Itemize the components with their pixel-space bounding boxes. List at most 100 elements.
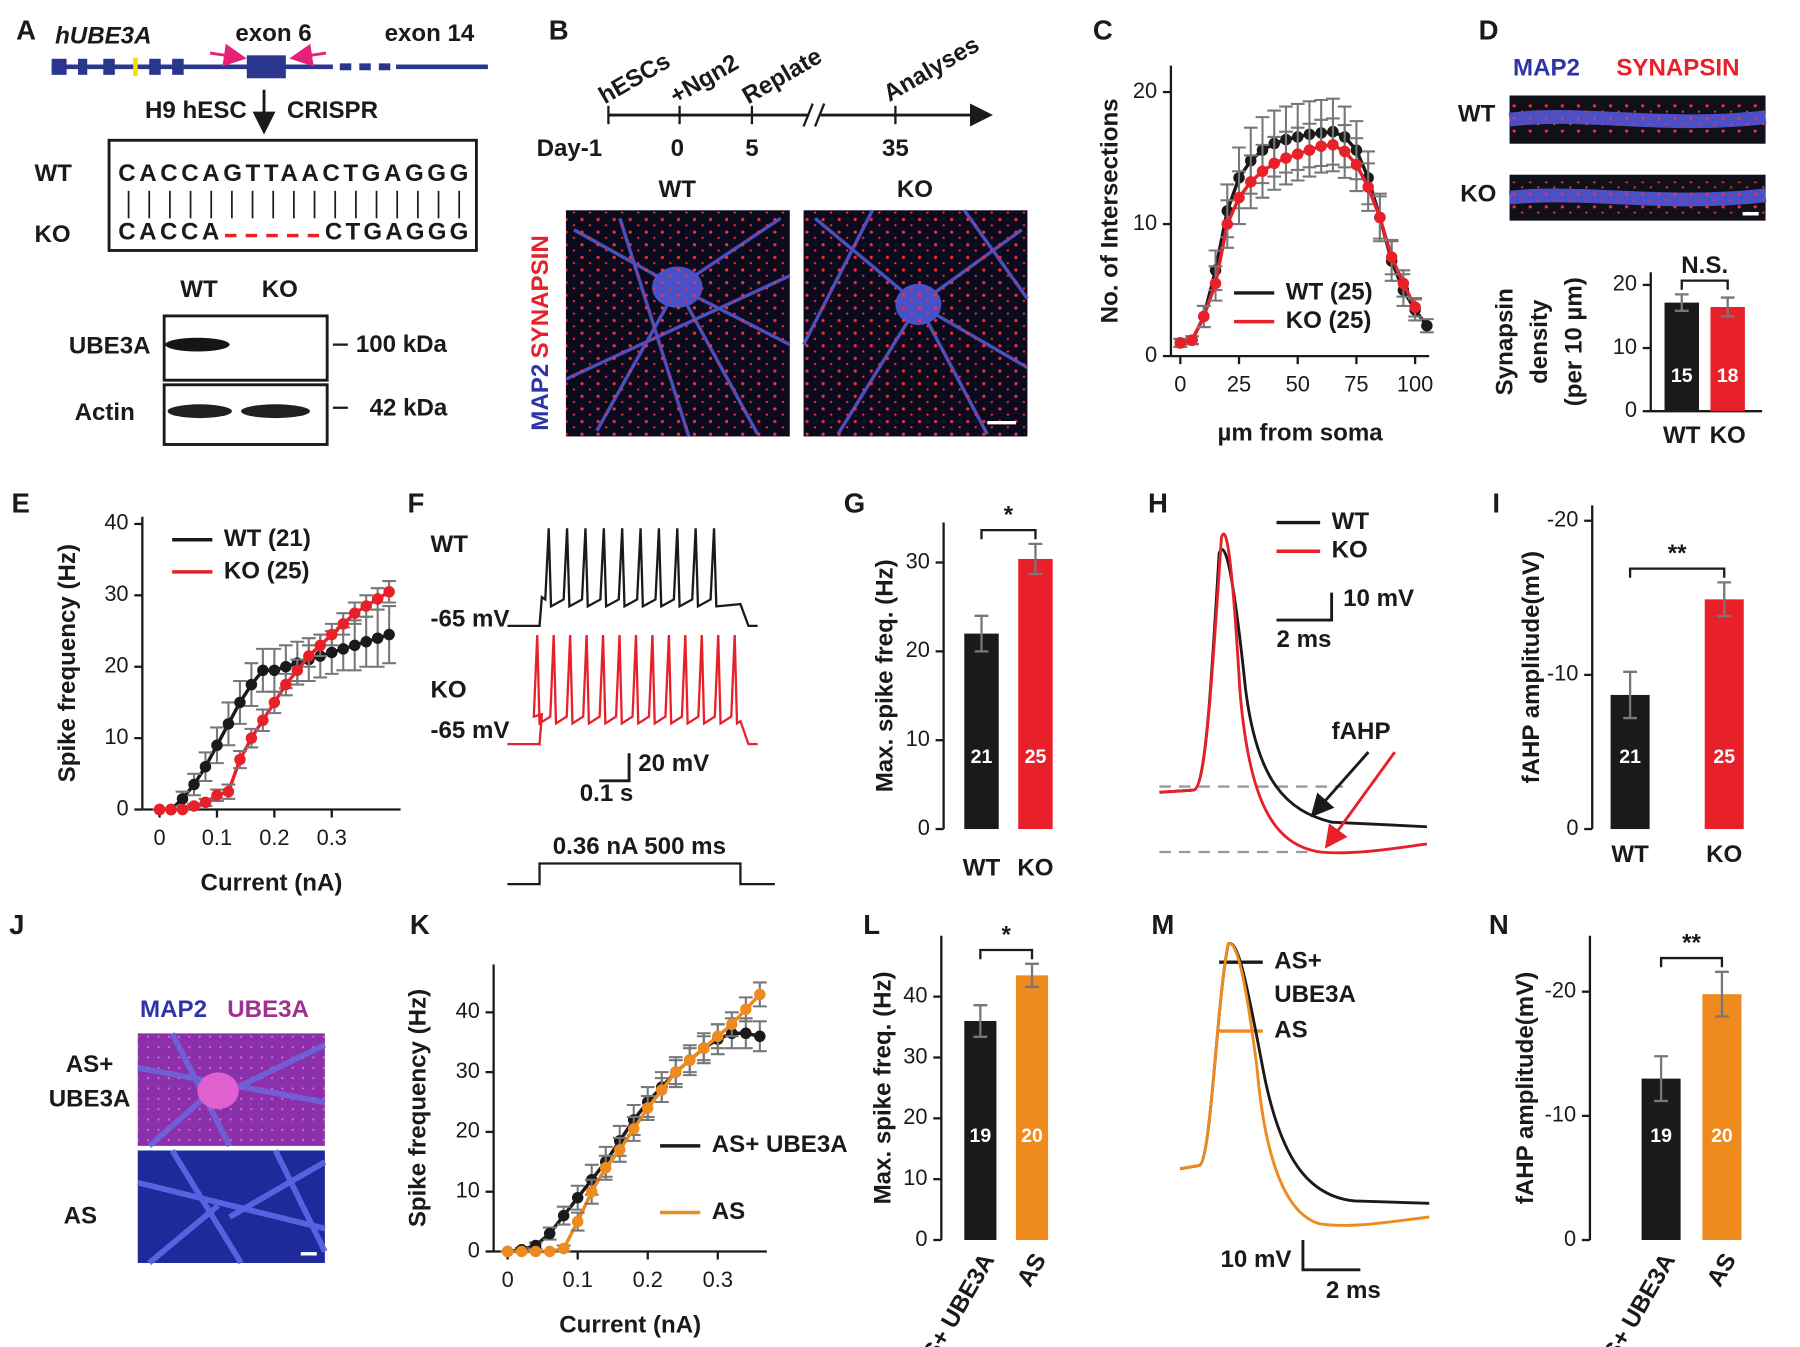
data-point — [585, 1185, 598, 1198]
trace-label: -65 mV — [430, 605, 509, 632]
data-point — [348, 639, 361, 652]
image-label: KO — [897, 176, 933, 203]
data-point — [543, 1245, 556, 1258]
y-axis-label: Max. spike freq. (Hz) — [872, 559, 899, 792]
bar — [1015, 975, 1049, 1241]
data-point — [670, 1066, 682, 1078]
data-point — [1303, 144, 1316, 156]
panel-letter: C — [1093, 15, 1113, 46]
data-point — [303, 650, 315, 662]
data-point — [234, 753, 246, 766]
scale-label: 10 mV — [1220, 1246, 1291, 1273]
data-point — [291, 664, 304, 677]
scale-bar — [1301, 1240, 1361, 1272]
data-point — [754, 988, 766, 1001]
annotation: fAHP — [1332, 718, 1391, 745]
data-point — [1256, 165, 1269, 178]
error-bar — [1654, 1055, 1668, 1103]
data-point — [222, 718, 235, 730]
y-axis-label: Spike frequency (Hz) — [54, 544, 81, 782]
bar — [1018, 558, 1053, 830]
y-tick-label: 30 — [456, 1058, 480, 1083]
significance-label: * — [1004, 502, 1014, 529]
x-tick-label: 0.2 — [633, 1267, 663, 1292]
data-point — [740, 1027, 752, 1040]
x-tick-label: 100 — [1397, 372, 1433, 397]
data-point — [543, 1227, 556, 1240]
y-tick-label: 0 — [1564, 1226, 1576, 1251]
x-axis-label: Current (nA) — [559, 1311, 701, 1338]
legend-label: AS+ UBE3A — [712, 1131, 848, 1158]
data-point — [1291, 148, 1304, 160]
data-point — [257, 714, 269, 727]
x-tick-label: AS+ UBE3A — [909, 1249, 1000, 1347]
y-tick-label: 10 — [906, 726, 930, 751]
x-tick-label: 0 — [154, 825, 166, 850]
significance-label: * — [1001, 922, 1011, 949]
y-tick-label: 30 — [104, 581, 128, 606]
data-point — [188, 800, 200, 812]
data-point — [1186, 334, 1198, 346]
error-bar — [973, 1004, 988, 1038]
stain-label: UBE3A — [227, 996, 309, 1023]
primer-arrow — [209, 43, 247, 67]
image-label: WT — [659, 176, 697, 203]
data-point — [360, 636, 372, 648]
data-point — [188, 778, 200, 791]
data-point — [613, 1144, 626, 1156]
y-tick-label: 0 — [918, 815, 930, 840]
y-axis-label: fAHP amplitude(mV) — [1518, 551, 1545, 783]
y-tick-label: -20 — [1545, 977, 1577, 1002]
trace — [1179, 942, 1430, 1227]
y-tick-label: 20 — [906, 637, 930, 662]
data-point — [515, 1245, 528, 1258]
data-point — [360, 600, 372, 612]
y-tick-label: -10 — [1545, 1102, 1577, 1127]
y-tick-label: 0 — [1625, 397, 1637, 422]
legend-label: AS — [712, 1198, 745, 1225]
stain-label: MAP2 — [527, 364, 554, 431]
bar — [1704, 599, 1744, 830]
stain-label: SYNAPSIN — [1616, 54, 1739, 81]
y-axis-label: (per 10 µm) — [1560, 277, 1587, 406]
error-bar — [1623, 670, 1637, 720]
micrograph — [565, 210, 791, 437]
timeline-ticks — [607, 103, 897, 127]
data-point — [268, 696, 281, 709]
bar — [964, 1020, 997, 1241]
y-tick-label: -10 — [1547, 661, 1579, 686]
legend-label: AS+ — [1274, 948, 1322, 975]
x-tick-label: AS+ UBE3A — [1590, 1249, 1681, 1347]
y-tick-label: 10 — [903, 1165, 927, 1190]
data-point — [1397, 277, 1410, 290]
y-tick-label: 20 — [456, 1118, 480, 1143]
panel-letter: G — [844, 488, 865, 519]
arrow — [1324, 751, 1396, 849]
panel-letter: I — [1492, 488, 1500, 519]
primer-arrow — [289, 43, 327, 67]
significance-bracket — [1628, 567, 1726, 578]
y-tick-label: 0 — [1566, 815, 1578, 840]
bar — [1664, 302, 1699, 412]
data-point — [1245, 176, 1257, 188]
data-point — [176, 803, 189, 816]
data-point — [1385, 251, 1398, 263]
row-label: AS+ — [66, 1051, 114, 1078]
data-point — [740, 1003, 752, 1016]
n-label: 15 — [1671, 365, 1693, 387]
x-tick-label: 0.1 — [202, 825, 232, 850]
data-point — [326, 628, 338, 641]
data-point — [326, 646, 338, 659]
data-point — [1362, 181, 1374, 193]
data-point — [337, 643, 349, 655]
data-point — [257, 664, 269, 677]
legend-label: AS — [1274, 1016, 1307, 1043]
x-tick-label: 0.3 — [317, 825, 347, 850]
x-tick-label: AS — [1012, 1249, 1052, 1291]
stimulus-label: 0.36 nA 500 ms — [553, 833, 726, 860]
data-point — [1338, 145, 1351, 158]
y-tick-label: 10 — [1133, 210, 1157, 235]
row-label: AS — [64, 1202, 97, 1229]
scale-label: 2 ms — [1326, 1277, 1381, 1304]
data-point — [199, 796, 212, 809]
